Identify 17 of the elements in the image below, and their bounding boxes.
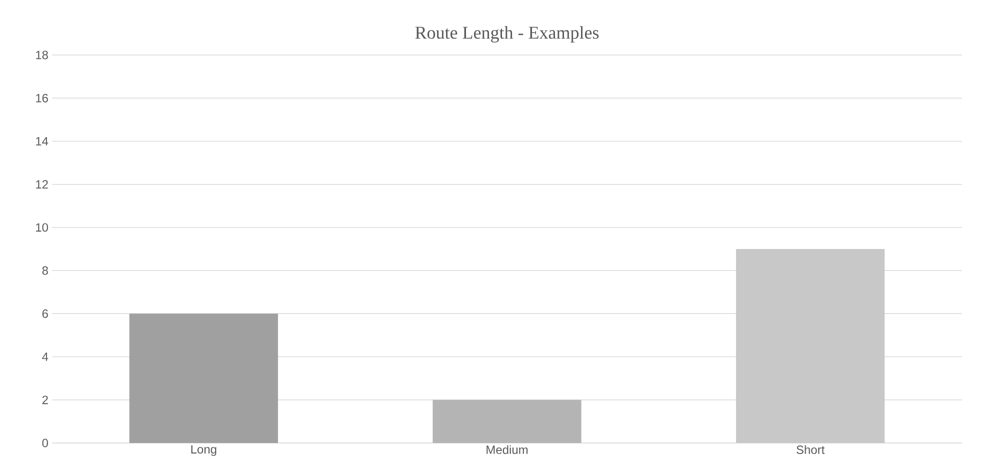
y-tick-label: 10 [36, 223, 48, 232]
x-tick-label: Short [796, 445, 825, 454]
y-tick-label: 0 [42, 438, 48, 448]
y-tick-label: 12 [36, 180, 48, 189]
y-tick-label: 16 [36, 94, 48, 102]
y-tick-label: 18 [36, 50, 48, 60]
y-tick-label: 2 [42, 396, 48, 404]
bar [129, 314, 278, 443]
y-tick-label: 6 [42, 309, 48, 318]
bar [736, 248, 885, 443]
chart-title: Route Length - Examples [415, 26, 599, 43]
y-tick-label: 14 [36, 137, 48, 146]
y-tick-label: 8 [42, 266, 48, 275]
y-tick-label: 4 [42, 352, 48, 361]
bar [432, 400, 582, 443]
x-tick-label: Medium [486, 445, 528, 454]
x-tick-label: Long [191, 445, 216, 456]
